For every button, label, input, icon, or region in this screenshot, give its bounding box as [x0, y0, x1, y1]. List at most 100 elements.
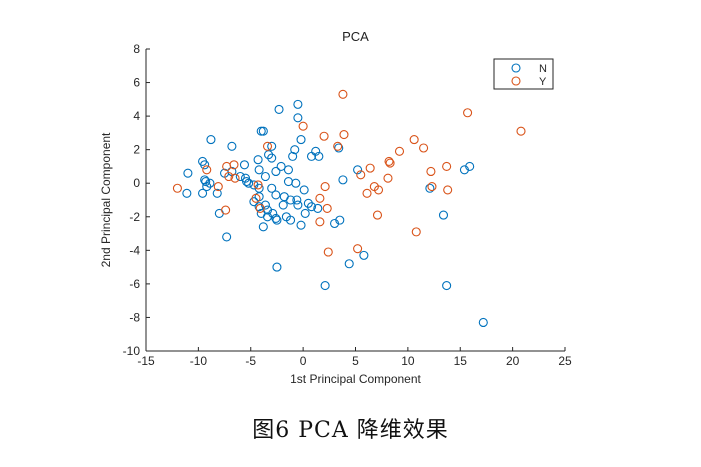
data-point-y: [353, 244, 363, 254]
data-point-n: [478, 317, 488, 328]
data-point-n: [465, 161, 475, 171]
y-tick-label: -2: [129, 210, 140, 224]
data-point-y: [372, 210, 383, 220]
data-point-y: [385, 158, 395, 168]
data-point-y: [427, 182, 437, 192]
data-point-y: [229, 160, 239, 170]
data-point-n: [182, 188, 192, 198]
data-point-y: [298, 121, 308, 131]
data-point-y: [253, 180, 263, 190]
data-point-y: [362, 188, 372, 198]
data-point-n: [244, 178, 254, 188]
data-point-n: [212, 188, 222, 198]
data-point-n: [288, 151, 298, 161]
data-point-n: [271, 190, 281, 200]
y-tick-label: 6: [133, 76, 140, 90]
chart-title: PCA: [342, 29, 369, 44]
y-tick-label: -6: [129, 277, 140, 291]
x-tick-label: -10: [190, 354, 208, 368]
data-point-y: [356, 170, 366, 180]
data-point-n: [271, 166, 281, 177]
data-point-n: [306, 202, 317, 212]
data-point-n: [242, 176, 252, 187]
data-point-n: [253, 155, 263, 165]
data-point-y: [315, 217, 325, 227]
legend-box: [493, 58, 554, 90]
data-point-n: [183, 168, 193, 178]
data-point-n: [254, 202, 264, 212]
data-point-n: [353, 165, 363, 175]
y-tick-label: 0: [133, 176, 140, 190]
data-point-y: [319, 131, 329, 141]
figure-caption: 图6 PCA 降维效果: [252, 418, 449, 443]
data-point-n: [262, 212, 273, 222]
data-point-y: [411, 227, 421, 237]
data-point-n: [296, 135, 306, 145]
y-tick-label: -4: [129, 243, 140, 257]
data-point-n: [306, 151, 317, 161]
data-point-n: [254, 165, 264, 175]
data-point-n: [205, 178, 215, 188]
data-point-y: [320, 182, 330, 192]
data-point-y: [202, 165, 212, 175]
y-tick-label: 8: [133, 42, 140, 56]
data-point-n: [198, 188, 208, 198]
data-point-n: [359, 250, 369, 260]
data-point-n: [239, 160, 250, 170]
data-point-y: [463, 108, 473, 118]
series-n: [182, 99, 488, 328]
data-point-n: [290, 145, 300, 155]
legend-marker-y: [511, 76, 521, 86]
y-axis-label: 2nd Principal Component: [99, 132, 113, 267]
data-point-n: [258, 126, 268, 136]
data-point-y: [443, 185, 453, 195]
x-tick-label: 0: [300, 354, 307, 368]
data-point-y: [322, 203, 332, 213]
data-point-n: [313, 203, 323, 213]
data-point-y: [333, 141, 343, 151]
x-tick-label: -5: [245, 354, 256, 368]
data-point-n: [271, 213, 281, 224]
x-tick-label: 15: [454, 354, 468, 368]
data-point-n: [264, 150, 274, 160]
data-point-n: [338, 175, 348, 185]
data-point-y: [419, 143, 429, 153]
data-point-n: [272, 215, 282, 225]
data-point-n: [202, 182, 212, 192]
data-point-n: [292, 195, 302, 205]
data-point-n: [222, 232, 232, 242]
data-point-n: [438, 210, 449, 220]
data-point-n: [425, 183, 435, 193]
data-point-n: [267, 153, 277, 163]
data-point-y: [338, 89, 348, 99]
data-point-n: [334, 143, 344, 153]
data-point-n: [267, 141, 277, 151]
data-point-y: [394, 146, 405, 156]
data-point-y: [323, 247, 333, 257]
data-point-n: [293, 200, 303, 210]
data-point-n: [296, 220, 306, 230]
data-point-n: [303, 198, 313, 208]
data-point-n: [283, 165, 294, 175]
data-point-n: [272, 262, 282, 272]
data-point-n: [200, 160, 210, 170]
data-point-n: [274, 104, 284, 114]
data-point-n: [276, 161, 286, 171]
legend-label-y: Y: [539, 76, 547, 88]
data-point-n: [258, 222, 268, 232]
data-point-y: [409, 135, 419, 145]
data-point-y: [442, 161, 452, 171]
x-tick-label: 20: [506, 354, 520, 368]
chart-svg: PCA 1st Principal Component 2nd Principal…: [99, 29, 572, 386]
x-tick-label: 5: [352, 354, 359, 368]
data-point-y: [383, 173, 393, 183]
data-point-y: [315, 193, 325, 203]
data-point-n: [344, 259, 354, 269]
data-point-n: [314, 151, 324, 161]
x-tick-label: 10: [401, 354, 415, 368]
data-point-n: [206, 135, 216, 145]
y-tick-label: -10: [123, 344, 141, 358]
data-point-n: [235, 171, 245, 182]
data-point-y: [426, 166, 436, 177]
data-point-n: [300, 208, 310, 218]
